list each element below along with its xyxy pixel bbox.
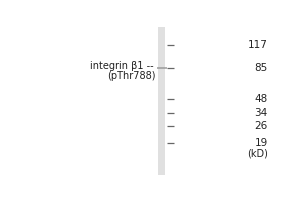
Text: (kD): (kD): [247, 148, 268, 158]
Text: 117: 117: [248, 40, 268, 50]
Text: integrin β1 --: integrin β1 --: [90, 61, 154, 71]
Bar: [158, 27, 165, 175]
Text: 34: 34: [254, 108, 268, 118]
Text: 85: 85: [254, 63, 268, 73]
Bar: [157, 67, 167, 69]
Text: (pThr788): (pThr788): [108, 71, 156, 81]
Bar: [160, 27, 163, 175]
Text: 48: 48: [254, 94, 268, 104]
Text: 19: 19: [254, 138, 268, 148]
Text: 26: 26: [254, 121, 268, 131]
